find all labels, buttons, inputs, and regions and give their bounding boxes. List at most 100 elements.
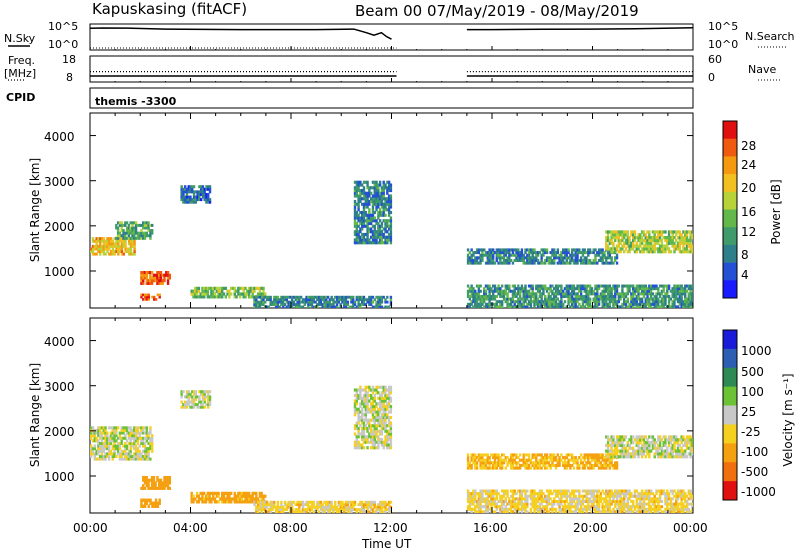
cell-2 xyxy=(145,276,148,280)
cell-5 xyxy=(352,505,355,509)
cell-5 xyxy=(283,508,287,511)
cell-6 xyxy=(373,305,376,308)
cell-4 xyxy=(208,190,212,194)
cell-7 xyxy=(599,466,603,470)
cell-9 xyxy=(522,300,525,304)
cell-3 xyxy=(191,395,194,399)
cell-8 xyxy=(531,251,534,255)
cell-5 xyxy=(283,503,287,507)
cell-7 xyxy=(596,453,599,457)
nave-label: Nave xyxy=(748,63,777,76)
cell-2 xyxy=(156,279,159,283)
cell-0 xyxy=(115,454,118,458)
cell-0 xyxy=(136,457,140,461)
cell-5 xyxy=(366,503,369,507)
cell-8 xyxy=(488,492,491,496)
cell-6 xyxy=(267,305,271,308)
cell-8 xyxy=(511,505,515,509)
cell-6 xyxy=(362,396,366,400)
cell-9 xyxy=(549,297,552,301)
cell-9 xyxy=(475,305,479,308)
cell-7 xyxy=(366,235,369,239)
cell-8 xyxy=(560,499,563,503)
cell-0 xyxy=(124,436,127,440)
cell-9 xyxy=(583,287,586,291)
cell-6 xyxy=(389,421,393,425)
cell-8 xyxy=(499,505,502,509)
cell-6 xyxy=(369,303,373,306)
cell-6 xyxy=(357,410,360,414)
cell-8 xyxy=(551,505,554,509)
cell-6 xyxy=(366,407,369,411)
cell-1 xyxy=(133,221,136,225)
cell-4 xyxy=(187,190,190,194)
cell-2 xyxy=(166,273,170,277)
cell-8 xyxy=(545,248,549,252)
cell-5 xyxy=(321,510,324,513)
cell-0 xyxy=(107,457,111,461)
cell-5 xyxy=(247,292,251,296)
cell-8 xyxy=(504,248,507,252)
cell-0 xyxy=(109,441,113,445)
cell-8 xyxy=(553,256,556,260)
cell-7 xyxy=(375,183,378,187)
cell-3 xyxy=(207,405,210,409)
cell-7 xyxy=(579,461,583,465)
cell-9 xyxy=(500,292,504,296)
cell-9 xyxy=(648,287,651,291)
cell-6 xyxy=(384,413,387,417)
cell-5 xyxy=(264,505,267,509)
cell-3 xyxy=(207,400,210,404)
cell-8 xyxy=(551,251,554,255)
cell-8 xyxy=(484,499,488,503)
cell-10 xyxy=(662,244,665,248)
cell-0 xyxy=(133,447,136,451)
cell-9 xyxy=(508,287,511,291)
cell-8 xyxy=(500,256,504,260)
cell-2 xyxy=(143,501,147,505)
cell-4 xyxy=(192,190,196,194)
cell-4 xyxy=(222,491,226,496)
cell-0 xyxy=(142,457,145,461)
cell-7 xyxy=(605,466,608,470)
cell-6 xyxy=(377,391,380,395)
cell-7 xyxy=(384,199,387,204)
cell-6 xyxy=(264,295,267,299)
cell-8 xyxy=(553,258,556,262)
cell-7 xyxy=(596,463,599,467)
cell-9 xyxy=(493,284,497,288)
cell-4 xyxy=(222,497,226,501)
cell-9 xyxy=(517,289,520,293)
cell-6 xyxy=(294,303,297,306)
cell-5 xyxy=(353,500,357,504)
cell-9 xyxy=(470,284,473,288)
cell-5 xyxy=(377,503,380,507)
cell-0 xyxy=(102,242,106,246)
cell-7 xyxy=(556,458,560,462)
cell-7 xyxy=(542,456,545,460)
cell-0 xyxy=(143,449,147,453)
cell-3 xyxy=(191,405,194,409)
cell-5 xyxy=(369,508,373,511)
cell-4 xyxy=(196,190,199,194)
cell-6 xyxy=(389,295,393,299)
cell-7 xyxy=(369,213,373,217)
cell-6 xyxy=(353,424,357,428)
cell-5 xyxy=(192,295,195,299)
cell-9 xyxy=(556,289,560,293)
cell-5 xyxy=(353,508,357,511)
cell-2 xyxy=(168,276,172,280)
cell-7 xyxy=(366,205,369,209)
cell-6 xyxy=(373,388,376,392)
cell-7 xyxy=(527,456,531,460)
cell-7 xyxy=(484,453,488,457)
cell-8 xyxy=(579,505,583,509)
cell-7 xyxy=(362,210,366,215)
cell-9 xyxy=(621,305,624,308)
cell-0 xyxy=(125,454,129,458)
cell-5 xyxy=(197,295,201,299)
cell-8 xyxy=(551,261,554,265)
cell-2 xyxy=(143,270,147,275)
cell-9 xyxy=(691,300,693,304)
cell-7 xyxy=(526,461,529,465)
